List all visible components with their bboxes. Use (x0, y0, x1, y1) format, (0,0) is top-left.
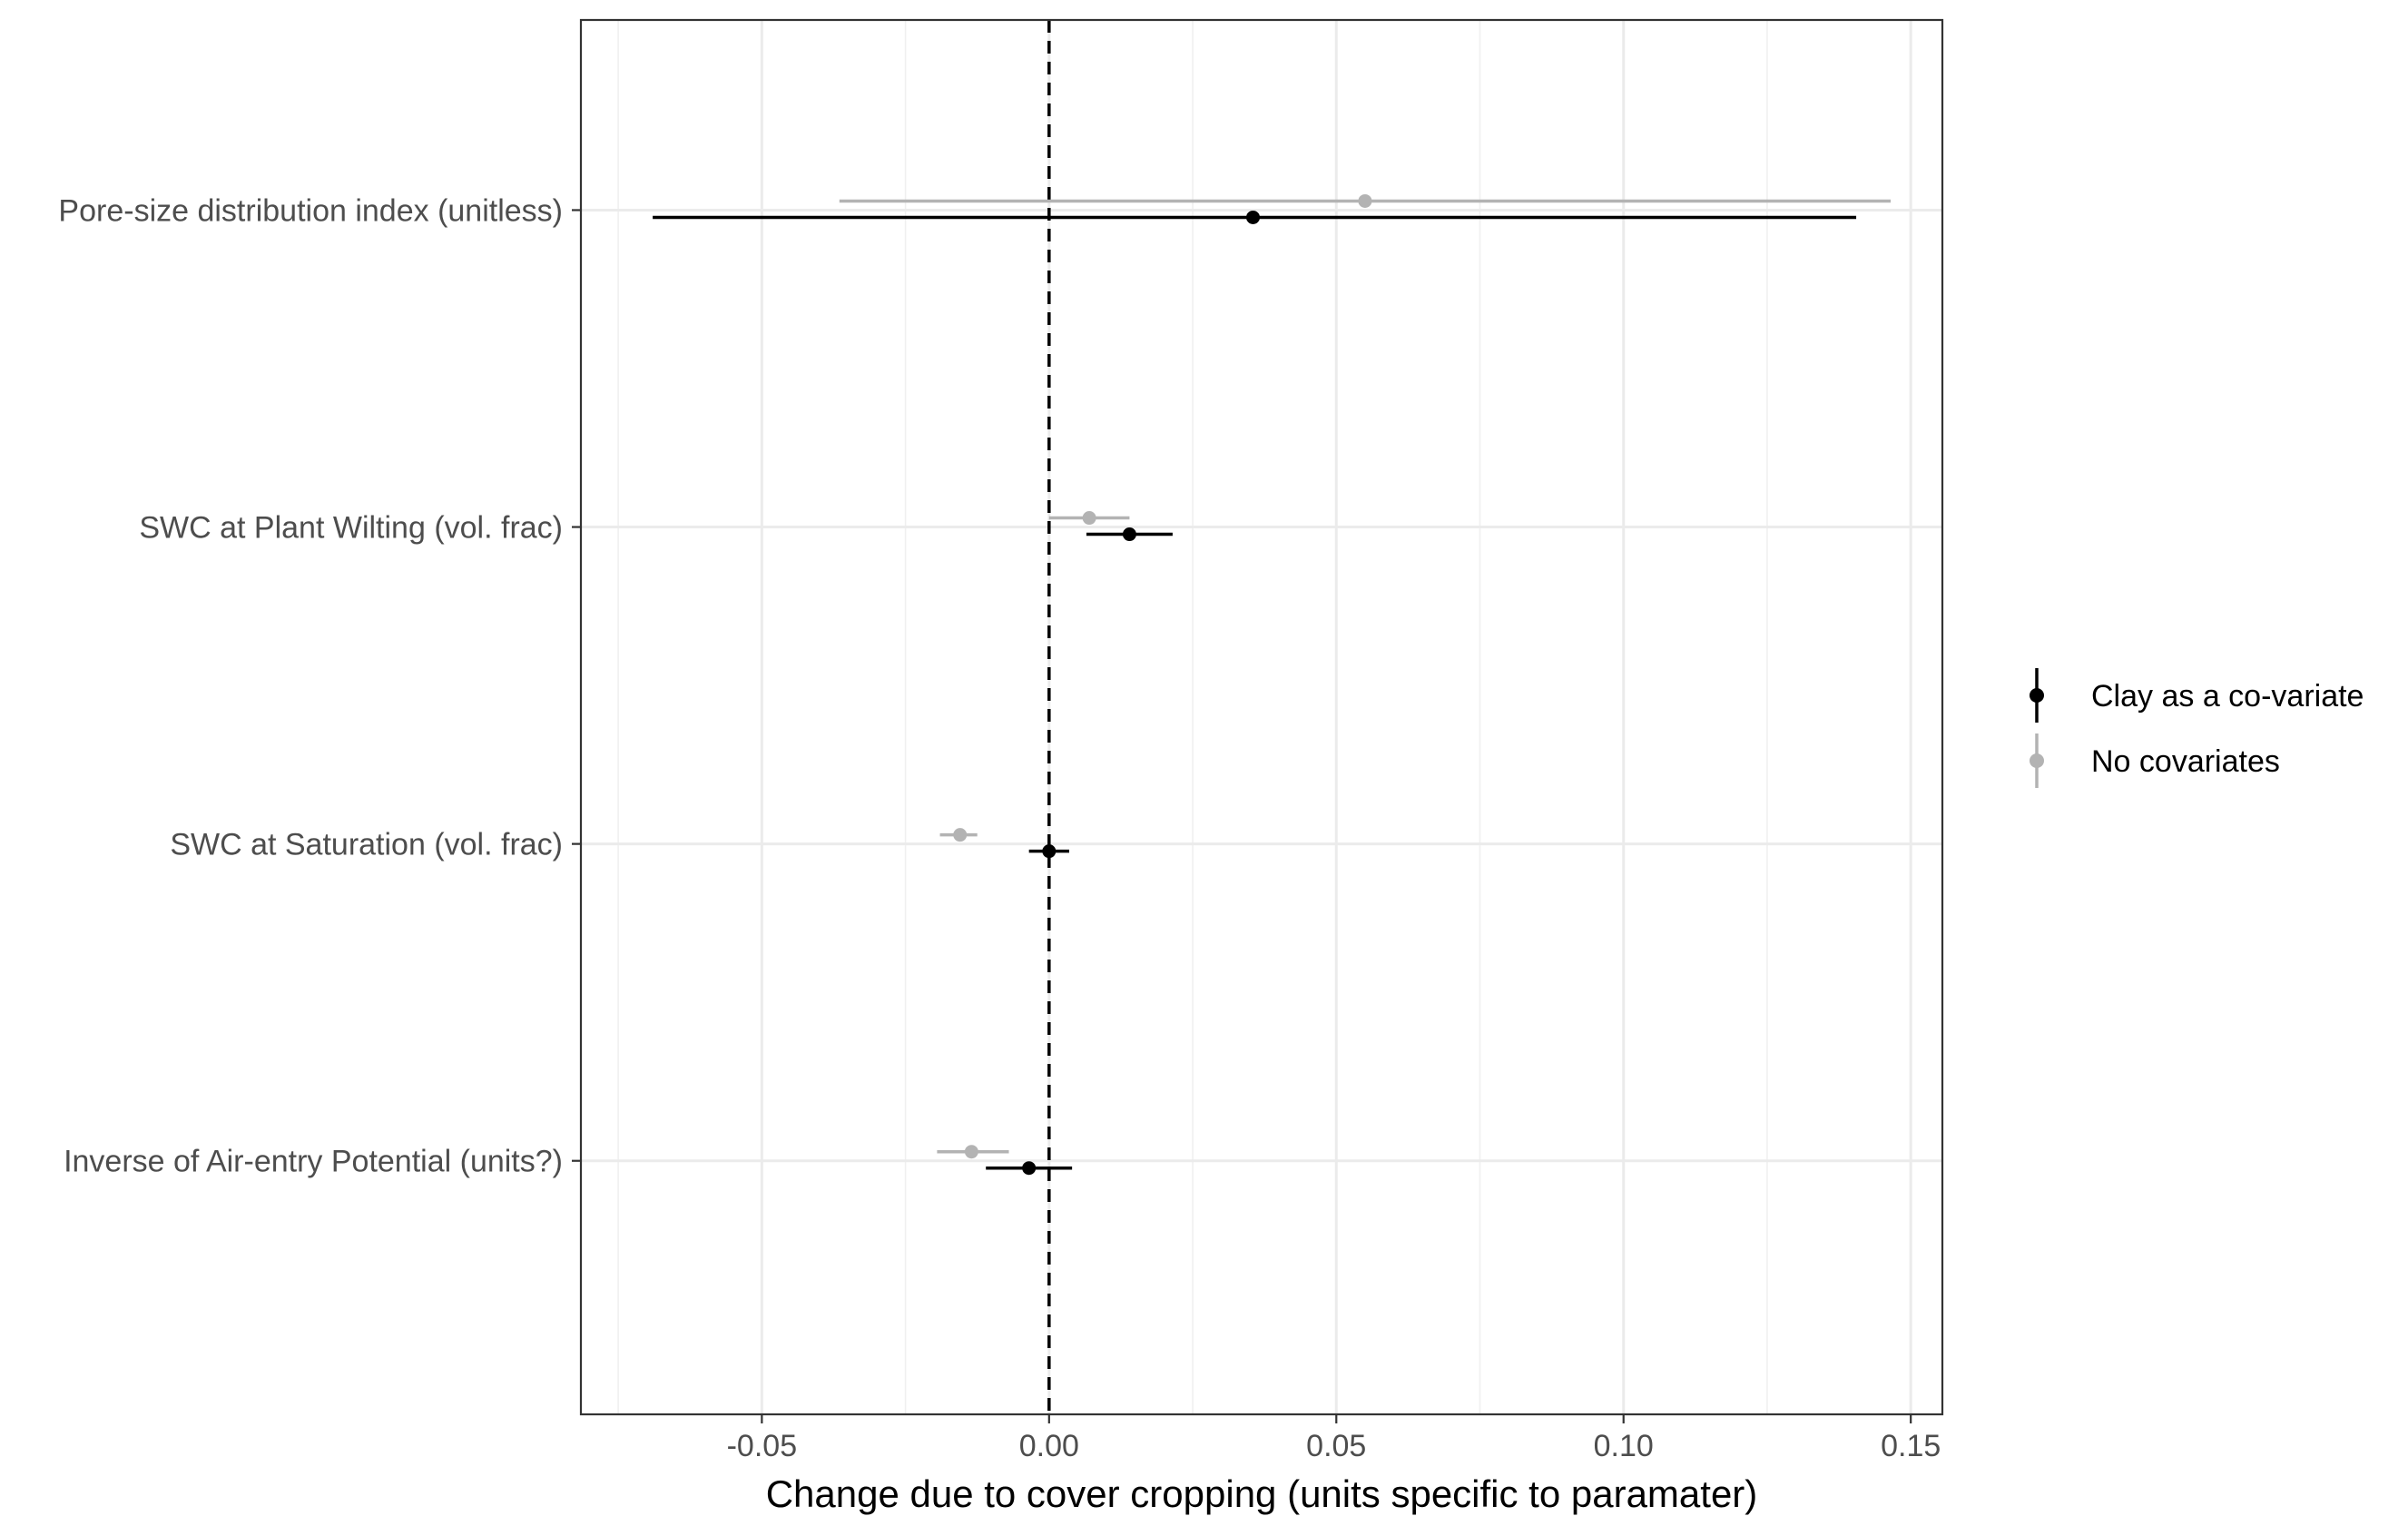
x-tick-label: 0.15 (1881, 1429, 1941, 1463)
x-tick-label: 0.00 (1019, 1429, 1079, 1463)
x-tick-label: 0.05 (1306, 1429, 1366, 1463)
plot-panel-border (579, 18, 1944, 1416)
estimate-point (1022, 1161, 1037, 1176)
x-axis-title: Change due to cover cropping (units spec… (766, 1472, 1758, 1515)
x-axis: -0.05 0.00 0.05 0.10 0.15 (727, 1414, 1941, 1463)
estimate-point (1246, 210, 1261, 224)
legend-label: No covariates (2091, 744, 2280, 779)
x-tick-label: -0.05 (727, 1429, 798, 1463)
plot-panel-background (581, 20, 1942, 1414)
legend-key-point (2030, 688, 2044, 703)
estimate-point (1122, 527, 1136, 542)
legend: Clay as a co-variate No covariates (2030, 668, 2364, 788)
category-label: Inverse of Air-entry Potential (units?) (64, 1145, 563, 1179)
major-gridlines (581, 20, 1942, 1414)
category-label: Pore-size distribution index (unitless) (58, 193, 563, 228)
series-layer (653, 193, 1892, 1176)
estimate-point (953, 828, 968, 842)
legend-key-point (2030, 753, 2044, 768)
category-label: SWC at Saturation (vol. frac) (170, 828, 563, 862)
estimate-point (1358, 193, 1372, 208)
y-axis: Pore-size distribution index (unitless) S… (58, 193, 581, 1179)
estimate-point (1082, 511, 1096, 526)
x-tick-label: 0.10 (1594, 1429, 1654, 1463)
minor-gridlines (617, 20, 1768, 1414)
category-label: SWC at Plant Wilting (vol. frac) (139, 511, 563, 546)
legend-label: Clay as a co-variate (2091, 679, 2364, 714)
estimate-point (964, 1145, 978, 1159)
estimate-point (1042, 844, 1057, 859)
